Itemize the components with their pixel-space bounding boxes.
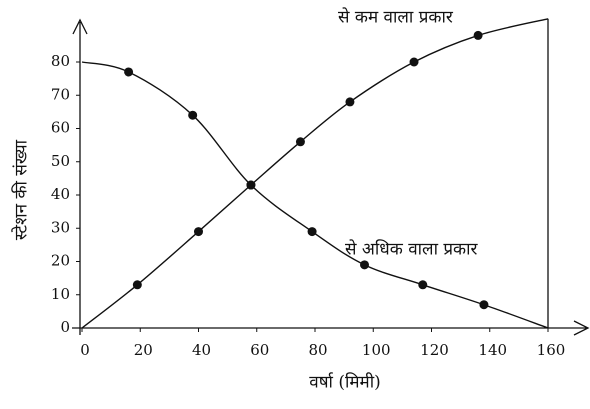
point <box>132 280 142 290</box>
point <box>479 300 489 310</box>
curve <box>81 18 549 329</box>
y-axis <box>72 18 88 335</box>
x-tick-label: 60 <box>250 341 269 359</box>
x-tick-label: 100 <box>362 341 391 359</box>
y-tick-label: 20 <box>51 252 70 270</box>
x-tick-label: 0 <box>80 341 90 359</box>
x-tick-label: 20 <box>134 341 153 359</box>
point <box>194 227 203 237</box>
point <box>360 260 370 270</box>
y-tick-label: 10 <box>51 285 70 303</box>
x-tick-label: 120 <box>420 341 449 359</box>
y-tick-label: 0 <box>60 318 70 336</box>
y-tick-label: 60 <box>51 119 70 137</box>
x-tick-label: 80 <box>308 341 327 359</box>
y-tick-label: 70 <box>51 85 70 103</box>
y-axis-label: स्टेशन की संख्या <box>11 139 32 240</box>
curve <box>81 61 549 329</box>
x-axis <box>72 320 590 336</box>
point <box>246 180 256 190</box>
x-tick-label: 140 <box>478 341 507 359</box>
point <box>295 137 305 147</box>
point <box>345 97 355 107</box>
y-tick-label: 40 <box>51 185 70 203</box>
y-tick-label: 50 <box>51 152 70 170</box>
series-label: से कम वाला प्रकार <box>338 7 454 28</box>
x-tick-label: 160 <box>537 341 566 359</box>
x-tick-label: 40 <box>192 341 211 359</box>
point <box>473 30 483 40</box>
y-tick-label: 80 <box>51 52 70 70</box>
y-tick-label: 30 <box>51 218 70 236</box>
point <box>124 67 134 77</box>
point <box>307 227 317 237</box>
point <box>418 280 428 290</box>
series-label: से अधिक वाला प्रकार <box>345 239 479 260</box>
x-axis-label: वर्षा (मिमी) <box>309 372 381 393</box>
point <box>409 57 419 67</box>
point <box>188 110 198 120</box>
